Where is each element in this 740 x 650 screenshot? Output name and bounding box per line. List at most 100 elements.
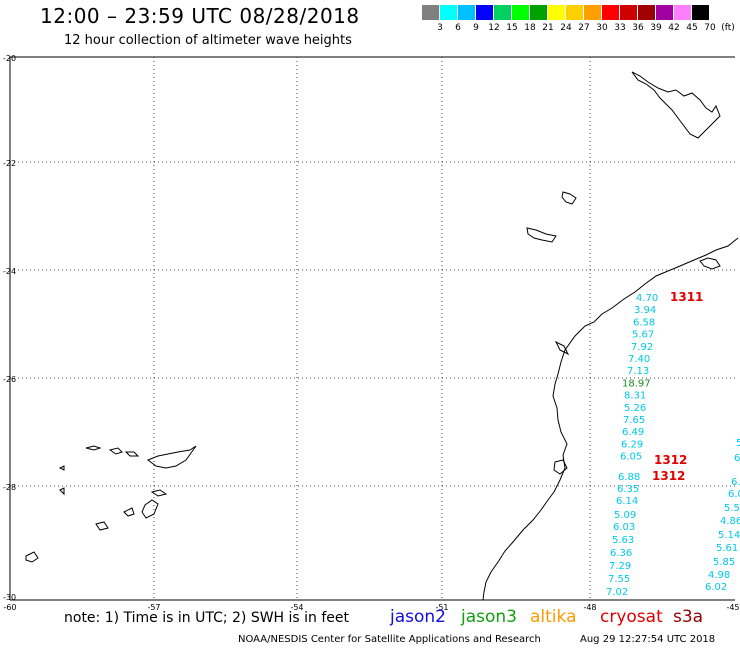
wave-height-value: 6.0	[728, 489, 740, 500]
wave-height-value: 6.49	[622, 427, 644, 438]
legend-label: 30	[596, 23, 608, 33]
coastline	[25, 71, 739, 601]
wave-height-value: 6.	[731, 477, 740, 488]
map-frame	[9, 56, 735, 601]
satellite-label-jason3: jason3	[461, 607, 517, 627]
altimeter-track-c: 5 6 6.6.0 5.5 4.86 5.14 5.61 5.85 4.986.02	[705, 438, 740, 593]
wave-height-value: 6.88	[618, 472, 640, 483]
legend-label: 24	[560, 23, 572, 33]
wave-height-value: 6.14	[616, 496, 638, 507]
wave-height-value: 6.05	[620, 452, 642, 463]
legend-swatch	[620, 5, 637, 20]
longitude-label: -60	[3, 603, 16, 612]
legend-swatch	[494, 5, 511, 20]
legend-swatch	[602, 5, 619, 20]
wave-height-value: 7.40	[628, 354, 650, 365]
legend-label: 70	[704, 23, 716, 33]
legend-label: 6	[455, 23, 461, 33]
pass-time-label: 1312	[654, 453, 687, 467]
longitude-label: -57	[147, 603, 160, 612]
generation-timestamp: Aug 29 12:27:54 UTC 2018	[580, 634, 716, 645]
units-note: note: 1) Time is in UTC; 2) SWH is in fe…	[64, 610, 350, 626]
wave-height-value: 7.02	[606, 587, 628, 598]
credit-line: NOAA/NESDIS Center for Satellite Applica…	[238, 634, 541, 645]
legend-label: 39	[650, 23, 662, 33]
wave-height-value: 5.26	[624, 403, 646, 414]
wave-height-value: 5.85	[713, 557, 735, 568]
legend-swatch	[422, 5, 439, 20]
legend-label: 42	[668, 23, 680, 33]
satellite-label-cryosat: cryosat	[600, 607, 663, 627]
altimeter-track-b: 1312 1312 6.886.356.14 5.096.03 5.63 6.36 7.29…	[606, 453, 687, 598]
legend-swatch	[674, 5, 691, 20]
legend-swatch	[566, 5, 583, 20]
legend-swatch	[458, 5, 475, 20]
legend-swatch	[548, 5, 565, 20]
wave-height-value: 6.58	[633, 317, 655, 328]
legend-label: 21	[542, 23, 554, 33]
longitude-label: -51	[435, 603, 448, 612]
latitude-label: -20	[3, 54, 16, 63]
wave-height-value: 8.31	[624, 391, 646, 402]
latitude-labels: -20 -22 -24 -26 -28 -30	[3, 54, 16, 602]
wave-height-value: 6.36	[610, 548, 632, 559]
wave-height-value: 4.86	[720, 516, 740, 527]
wave-height-value: 18.97	[622, 378, 651, 389]
legend-label: 9	[473, 23, 479, 33]
latitude-label: -22	[3, 159, 16, 168]
wave-height-value: 7.29	[609, 561, 631, 572]
wave-height-value: 5.61	[716, 543, 738, 554]
legend-label: 33	[614, 23, 626, 33]
legend-label: 15	[506, 23, 518, 33]
legend-label: (ft)	[721, 23, 735, 33]
wave-height-value: 5.67	[632, 330, 654, 341]
legend-swatch	[656, 5, 673, 20]
wave-height-value: 6.29	[621, 439, 643, 450]
legend-swatch	[440, 5, 457, 20]
wave-height-value: 6	[734, 453, 740, 464]
wave-height-value: 6.02	[705, 582, 727, 593]
wave-height-value: 5.5	[724, 503, 740, 514]
wave-height-value: 7.65	[623, 415, 645, 426]
longitude-label: -54	[290, 603, 303, 612]
wave-height-value: 6.35	[617, 484, 639, 495]
satellite-label-s3a: s3a	[673, 607, 704, 627]
legend-swatch	[512, 5, 529, 20]
legend-label: 45	[686, 23, 698, 33]
legend-swatch	[530, 5, 547, 20]
latitude-label: -30	[3, 593, 16, 602]
legend-label: 36	[632, 23, 644, 33]
satellite-label-jason2: jason2	[390, 607, 446, 627]
wave-height-value: 7.92	[631, 342, 653, 353]
legend-label: 18	[524, 23, 536, 33]
longitude-label: -48	[583, 603, 596, 612]
wave-height-value: 5.09	[614, 510, 636, 521]
longitude-labels: -60 -57 -54 -51 -48 -45	[3, 603, 739, 612]
wave-height-value: 6.03	[613, 522, 635, 533]
latitude-label: -28	[3, 483, 16, 492]
pass-time-label: 1311	[670, 290, 703, 304]
map-subtitle: 12 hour collection of altimeter wave hei…	[64, 33, 352, 48]
wave-height-value: 4.70	[636, 293, 658, 304]
wave-height-value: 5.14	[718, 530, 740, 541]
wave-height-value: 5	[736, 438, 740, 449]
legend-swatch	[584, 5, 601, 20]
longitude-label: -45	[726, 603, 739, 612]
legend-swatch	[692, 5, 709, 20]
legend-swatch	[476, 5, 493, 20]
wave-height-value: 4.98	[708, 570, 730, 581]
latitude-label: -26	[3, 375, 16, 384]
wave-height-value: 7.13	[627, 366, 649, 377]
legend-label: 12	[488, 23, 500, 33]
legend-swatch	[638, 5, 655, 20]
wave-height-value: 5.63	[612, 535, 634, 546]
legend-label: 27	[578, 23, 590, 33]
legend-label: 3	[437, 23, 443, 33]
satellite-label-altika: altika	[530, 607, 577, 627]
wave-height-value: 7.55	[608, 574, 630, 585]
pass-time-label: 1312	[652, 469, 685, 483]
grid-lines	[10, 57, 735, 600]
map-title: 12:00 – 23:59 UTC 08/28/2018	[40, 4, 360, 28]
